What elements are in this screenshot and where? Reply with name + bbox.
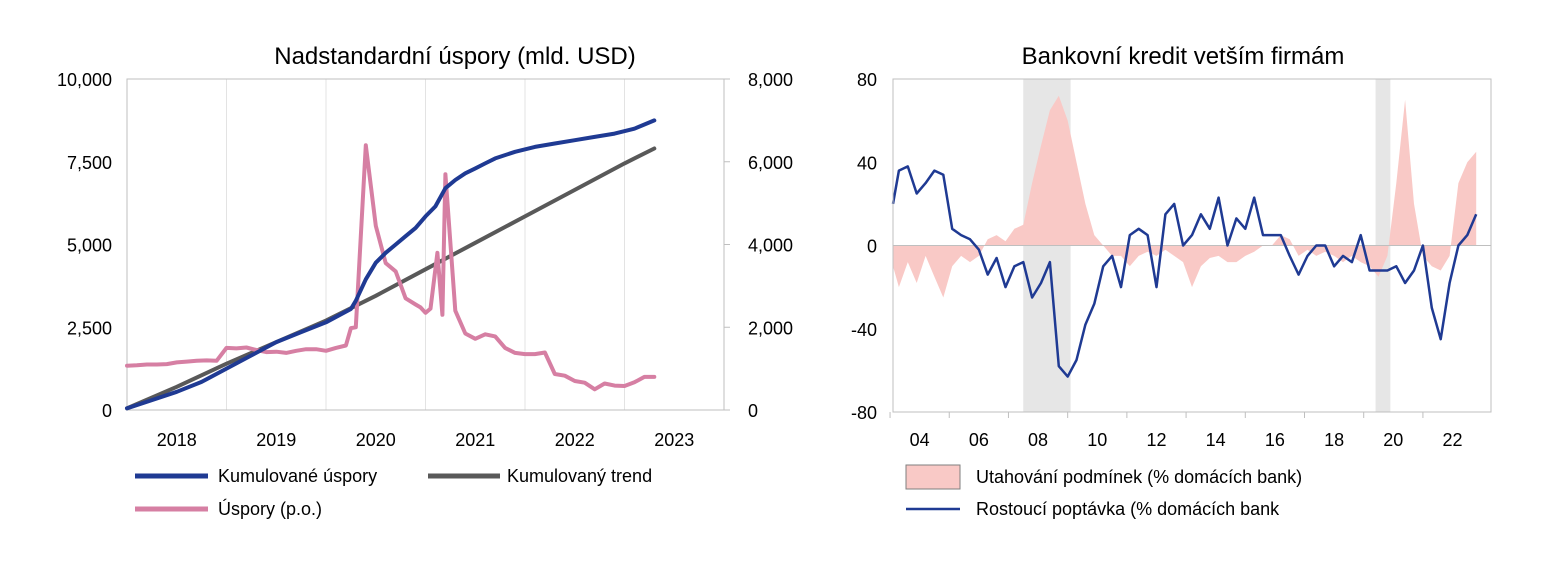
series-line-rostouci-poptavka <box>891 165 1478 378</box>
right-x-tick-label: 20 <box>1383 430 1403 450</box>
left-y2-tick-label: 6,000 <box>748 153 793 173</box>
left-series <box>125 118 657 411</box>
right-x-tick-label: 22 <box>1442 430 1462 450</box>
left-x-tick-label: 2023 <box>654 430 694 450</box>
series-area-utahovani <box>893 95 1477 298</box>
left-x-tick-label: 2022 <box>555 430 595 450</box>
left-x-tick-label: 2019 <box>256 430 296 450</box>
legend-label-utahovani: Utahování podmínek (% domácích bank) <box>976 467 1302 487</box>
left-x-tick-label: 2020 <box>356 430 396 450</box>
left-y2-tick-label: 8,000 <box>748 70 793 90</box>
series-line-kumulovane-uspory <box>125 118 657 411</box>
right-y-tick-label: -80 <box>851 403 877 423</box>
right-chart: Bankovní kredit vetším firmám -80-400408… <box>851 43 1492 519</box>
right-chart-title: Bankovní kredit vetším firmám <box>1022 43 1345 70</box>
left-x-ticks: 2018 2019 2020 2021 2022 2023 <box>157 430 695 450</box>
left-y2-tick-label: 4,000 <box>748 236 793 256</box>
left-legend: Kumulované úspory Kumulovaný trend Úspor… <box>135 466 652 519</box>
legend-label-uspory: Úspory (p.o.) <box>218 498 322 519</box>
legend-label-kumulovane-uspory: Kumulované úspory <box>218 466 377 486</box>
right-x-tick-label: 12 <box>1146 430 1166 450</box>
legend-swatch-utahovani <box>905 464 961 490</box>
right-legend: Utahování podmínek (% domácích bank) Ros… <box>905 464 1302 519</box>
left-y-ticks: 0 2,500 5,000 7,500 10,000 <box>57 70 112 421</box>
right-x-tick-label: 16 <box>1265 430 1285 450</box>
series-line-uspory-p-o <box>125 143 657 392</box>
left-x-tick-label: 2018 <box>157 430 197 450</box>
left-y2-tick-label: 0 <box>748 401 758 421</box>
legend-label-rostouci-poptavka: Rostoucí poptávka (% domácích bank <box>976 499 1280 519</box>
right-x-tick-label: 04 <box>910 430 930 450</box>
right-series <box>891 95 1491 378</box>
right-x-tick-label: 08 <box>1028 430 1048 450</box>
series-line-kumulovany-trend <box>125 146 657 411</box>
right-x-tick-label: 14 <box>1206 430 1226 450</box>
left-y-tick-label: 7,500 <box>67 153 112 173</box>
legend-label-kumulovany-trend: Kumulovaný trend <box>507 466 652 486</box>
left-gridlines <box>226 79 625 410</box>
right-y-tick-label: 80 <box>857 70 877 90</box>
left-y2-ticks: 0 2,000 4,000 6,000 8,000 <box>724 70 793 421</box>
right-x-tick-label: 06 <box>969 430 989 450</box>
left-x-tick-label: 2021 <box>455 430 495 450</box>
left-y2-tick-label: 2,000 <box>748 318 793 338</box>
right-x-tick-label: 10 <box>1087 430 1107 450</box>
right-plot-frame <box>892 78 1492 413</box>
right-y-tick-label: 0 <box>867 237 877 257</box>
left-chart-title: Nadstandardní úspory (mld. USD) <box>274 43 635 70</box>
right-x-tick-label: 18 <box>1324 430 1344 450</box>
left-y-tick-label: 2,500 <box>67 318 112 338</box>
right-y-tick-label: -40 <box>851 320 877 340</box>
right-y-tick-label: 40 <box>857 153 877 173</box>
left-y-tick-label: 0 <box>102 401 112 421</box>
left-chart: Nadstandardní úspory (mld. USD) 0 2,500 5,… <box>57 43 793 519</box>
right-x-ticks: 04 06 08 10 12 14 16 18 20 22 <box>889 412 1463 450</box>
left-y-tick-label: 5,000 <box>67 236 112 256</box>
right-y-ticks: -80 -40 0 40 80 <box>851 70 877 423</box>
left-y-tick-label: 10,000 <box>57 70 112 90</box>
